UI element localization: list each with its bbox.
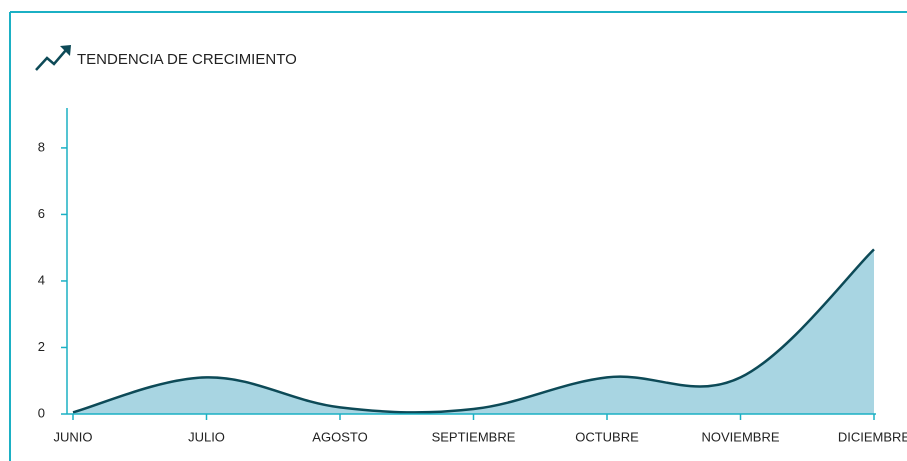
x-tick-label: OCTUBRE	[575, 429, 639, 444]
x-tick-label: NOVIEMBRE	[701, 429, 779, 444]
line	[72, 248, 875, 414]
y-tick-label: 6	[38, 206, 45, 221]
x-tick-label: SEPTIEMBRE	[432, 429, 516, 444]
chart-title: TENDENCIA DE CRECIMIENTO	[77, 51, 297, 68]
x-tick-label: AGOSTO	[312, 429, 367, 444]
x-tick-label: DICIEMBRE	[838, 429, 907, 444]
trend-icon	[35, 45, 71, 71]
y-tick-label: 2	[38, 339, 45, 354]
x-tick-label: JULIO	[188, 429, 225, 444]
area-fill	[73, 249, 874, 414]
y-tick-label: 4	[38, 272, 45, 287]
y-tick-label: 0	[38, 405, 45, 420]
y-tick-label: 8	[38, 139, 45, 154]
x-tick-label: JUNIO	[54, 429, 93, 444]
